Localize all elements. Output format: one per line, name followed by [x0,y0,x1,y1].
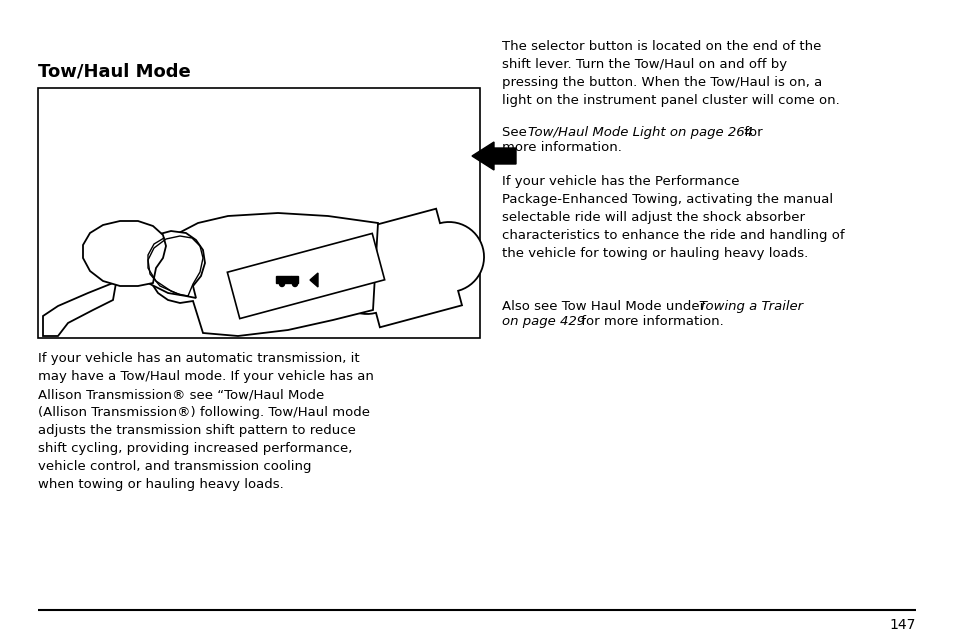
Text: Also see Tow Haul Mode under: Also see Tow Haul Mode under [501,300,709,313]
Text: on page 429: on page 429 [501,315,584,328]
Polygon shape [136,231,205,298]
Polygon shape [43,283,116,336]
Text: See: See [501,126,531,139]
Text: more information.: more information. [501,141,621,154]
Text: for: for [740,126,761,139]
Text: The selector button is located on the end of the
shift lever. Turn the Tow/Haul : The selector button is located on the en… [501,40,839,107]
Text: Towing a Trailer: Towing a Trailer [699,300,802,313]
Text: If your vehicle has an automatic transmission, it
may have a Tow/Haul mode. If y: If your vehicle has an automatic transmi… [38,352,374,491]
Polygon shape [275,276,291,283]
Text: 147: 147 [889,618,915,632]
Text: for more information.: for more information. [577,315,723,328]
Polygon shape [148,213,377,336]
Polygon shape [227,233,384,319]
Polygon shape [83,221,166,286]
Polygon shape [472,142,516,170]
Polygon shape [310,273,317,287]
Polygon shape [291,276,297,283]
Text: Tow/Haul Mode: Tow/Haul Mode [38,62,191,80]
Circle shape [279,282,284,286]
Bar [38,88,479,338]
Polygon shape [332,209,483,328]
Text: If your vehicle has the Performance
Package-Enhanced Towing, activating the manu: If your vehicle has the Performance Pack… [501,175,843,260]
Text: Tow/Haul Mode Light on page 264: Tow/Haul Mode Light on page 264 [527,126,752,139]
Circle shape [293,282,297,286]
